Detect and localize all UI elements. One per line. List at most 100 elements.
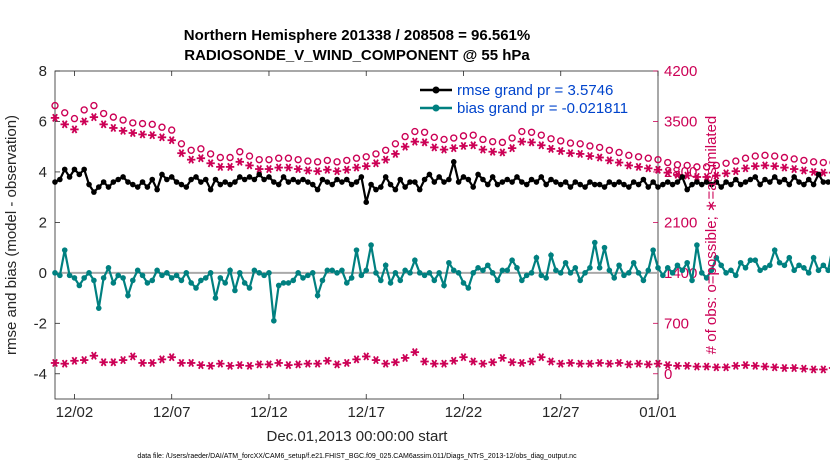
bias-series-point [110, 280, 117, 286]
obs-assimilated-marker [624, 161, 634, 170]
obs-possible-marker [323, 156, 332, 165]
obs-low-marker [498, 353, 507, 362]
rmse-series-point [509, 179, 515, 185]
obs-low-marker [731, 361, 741, 370]
bias-series-point [397, 277, 404, 284]
obs-assimilated-marker [721, 169, 731, 178]
bias-series-point [548, 252, 554, 258]
obs-low-marker [634, 359, 643, 368]
rmse-series-point [144, 184, 151, 190]
obs-assimilated-marker [148, 131, 157, 140]
legend-label: bias grand pr = -0.021811 [457, 100, 628, 117]
rmse-series-point [236, 174, 243, 180]
obs-low-marker [216, 359, 225, 368]
rmse-series-point [791, 174, 797, 180]
rmse-series-point [285, 179, 292, 185]
obs-assimilated-marker [566, 149, 575, 158]
rmse-series-point [805, 176, 812, 183]
rmse-series-point [407, 179, 413, 185]
bias-series-point [616, 262, 622, 269]
bias-series-point [596, 265, 603, 271]
bias-series-point [149, 277, 156, 284]
obs-possible-marker [304, 157, 312, 165]
obs-possible-marker [372, 150, 380, 158]
rmse-series-point [178, 181, 185, 188]
bias-series-point [470, 270, 477, 276]
obs-possible-marker [498, 138, 507, 147]
rmse-series-point [694, 179, 700, 185]
bias-series-point [679, 267, 686, 274]
rmse-series-point [212, 176, 219, 183]
rmse-series-point [266, 174, 272, 180]
rmse-series-point [61, 166, 68, 173]
rmse-series-point [382, 174, 389, 180]
obs-assimilated-marker [420, 138, 429, 147]
rmse-series-point [465, 176, 472, 183]
rmse-series-point [164, 176, 170, 183]
rmse-series-point [645, 184, 652, 190]
obs-possible-marker [771, 152, 779, 160]
obs-possible-marker [654, 155, 662, 164]
bias-series-point [305, 272, 311, 279]
obs-possible-marker [576, 140, 584, 148]
rmse-series-point [475, 171, 481, 178]
obs-low-marker [605, 359, 614, 368]
rmse-series-point [528, 176, 535, 183]
bias-series-point [723, 270, 729, 276]
obs-low-marker [556, 359, 565, 368]
obs-possible-marker [761, 151, 769, 160]
rmse-series-point [305, 179, 311, 185]
rmse-series-point [708, 181, 715, 188]
y-axis-label: rmse and bias (model - observation) [3, 115, 20, 355]
y-right-tick-label: 0 [664, 366, 672, 383]
bias-series-point [339, 267, 345, 274]
rmse-series-point [480, 176, 486, 183]
obs-possible-marker [488, 137, 497, 146]
rmse-series-point [489, 174, 496, 180]
rmse-series-point [684, 186, 690, 193]
obs-assimilated-marker [50, 113, 60, 122]
rmse-series-point [626, 184, 632, 190]
bias-series-point [271, 317, 277, 324]
obs-possible-marker [722, 159, 730, 167]
obs-possible-marker [197, 145, 205, 153]
bias-series-point [810, 254, 817, 261]
rmse-series-point [130, 181, 136, 188]
rmse-series-point [295, 179, 301, 185]
bias-series-point [591, 239, 598, 246]
obs-possible-marker [450, 134, 458, 142]
rmse-series-point [801, 181, 807, 188]
rmse-series-point [95, 184, 102, 190]
obs-assimilated-marker [196, 154, 206, 163]
obs-assimilated-marker [186, 155, 196, 164]
rmse-series-point [796, 179, 802, 185]
obs-possible-marker [187, 146, 195, 154]
rmse-series-point [125, 179, 131, 185]
obs-low-marker [575, 359, 585, 368]
obs-possible-marker [537, 131, 545, 139]
rmse-series-point [319, 176, 326, 183]
obs-low-marker [537, 353, 546, 362]
bias-series-point [567, 270, 574, 276]
rmse-series-point [577, 181, 583, 188]
obs-low-marker [702, 362, 711, 371]
rmse-series-point [290, 176, 297, 183]
rmse-series-point [246, 174, 253, 180]
obs-possible-marker [109, 113, 118, 121]
bias-series-point [626, 270, 632, 276]
obs-assimilated-marker [264, 164, 274, 174]
bias-series-point [737, 259, 744, 266]
rmse-series-point [538, 174, 545, 180]
obs-assimilated-marker [702, 172, 711, 182]
obs-low-marker [109, 358, 118, 367]
y-axis-label-right: # of obs: o=possible; ∗=assimilated [703, 116, 720, 355]
x-tick-label: 12/12 [250, 404, 288, 421]
obs-assimilated-marker [167, 136, 176, 145]
footer-data-file: data file: /Users/raeder/DAI/ATM_forcXX/… [137, 453, 577, 460]
obs-low-marker [721, 363, 731, 372]
obs-low-marker [585, 359, 595, 368]
rmse-series-point [334, 176, 340, 183]
y-right-tick-label: 3500 [664, 113, 697, 130]
bias-series-point [251, 267, 258, 274]
